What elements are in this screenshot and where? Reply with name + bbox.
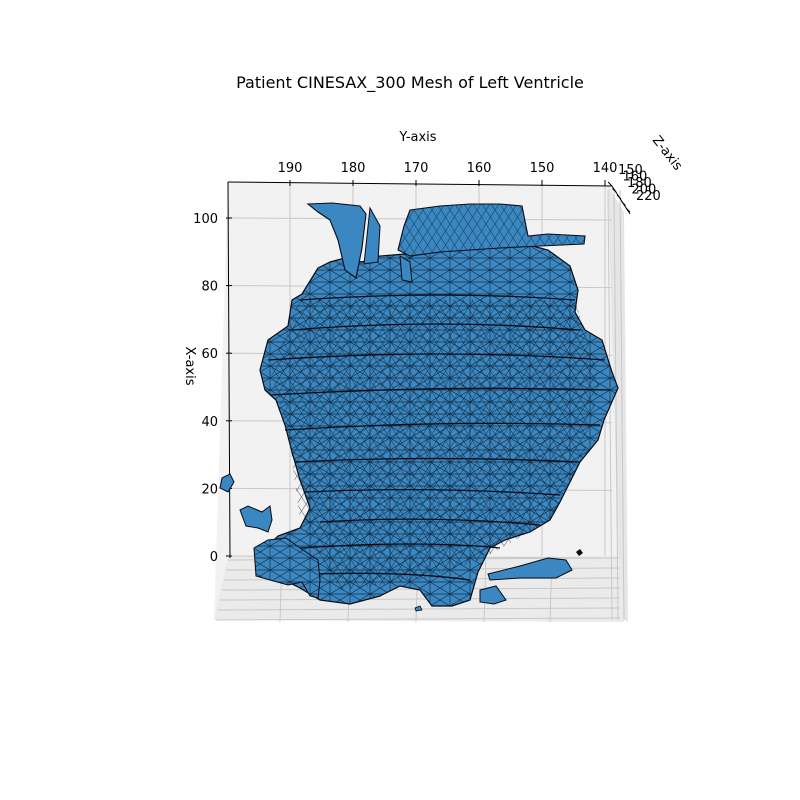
- z-tick-label: 200: [632, 183, 657, 198]
- z-tick-label: 180: [627, 176, 652, 191]
- mesh-small-dot-bottom: [414, 605, 423, 612]
- mesh-small-dot-right: [576, 549, 583, 556]
- x-tick-label: 60: [201, 347, 218, 362]
- x-tick-label: 40: [201, 415, 218, 430]
- x-tick-label: 20: [201, 482, 218, 497]
- mesh-top-spike-left: [306, 202, 367, 279]
- x-tick-labels: 0 20 40 60 80 100: [193, 212, 218, 565]
- z-axis-label: Z-axis: [649, 133, 685, 173]
- mesh-lower-left-2-pattern: [254, 538, 320, 598]
- mesh-left-fragment: [219, 473, 235, 493]
- z-tick-label: 160: [623, 170, 648, 185]
- mesh-lower-left: [239, 505, 273, 533]
- axis-lines: [226, 180, 631, 559]
- y-tick-labels: 190 180 170 160 150 140: [278, 161, 618, 176]
- x-tick-label: 0: [210, 550, 218, 565]
- x-tick-label: 80: [201, 280, 218, 295]
- mesh-contours: [267, 294, 611, 581]
- y-tick-label: 160: [467, 161, 492, 176]
- y-tick-label: 180: [341, 161, 366, 176]
- y-tick-label: 150: [530, 161, 555, 176]
- y-axis-label: Y-axis: [398, 130, 436, 145]
- y-tick-label: 140: [593, 161, 618, 176]
- mesh-surface: [219, 202, 619, 612]
- z-tick-label: 220: [636, 189, 661, 204]
- chart-title: Patient CINESAX_300 Mesh of Left Ventric…: [236, 73, 584, 93]
- x-axis-label: X-axis: [182, 347, 197, 386]
- mesh-top-block-pattern: [398, 204, 585, 256]
- mesh-lower-right-tail: [487, 557, 573, 581]
- mesh-main-pattern-2: [270, 300, 600, 590]
- mesh-top-spike-left-2: [363, 206, 381, 265]
- mesh-top-gap-left: [399, 255, 413, 283]
- x-tick-label: 100: [193, 212, 218, 227]
- y-tick-label: 190: [278, 161, 303, 176]
- mesh-lower-right-piece: [479, 585, 507, 605]
- z-tick-label: 150: [618, 163, 643, 178]
- y-tick-label: 170: [404, 161, 429, 176]
